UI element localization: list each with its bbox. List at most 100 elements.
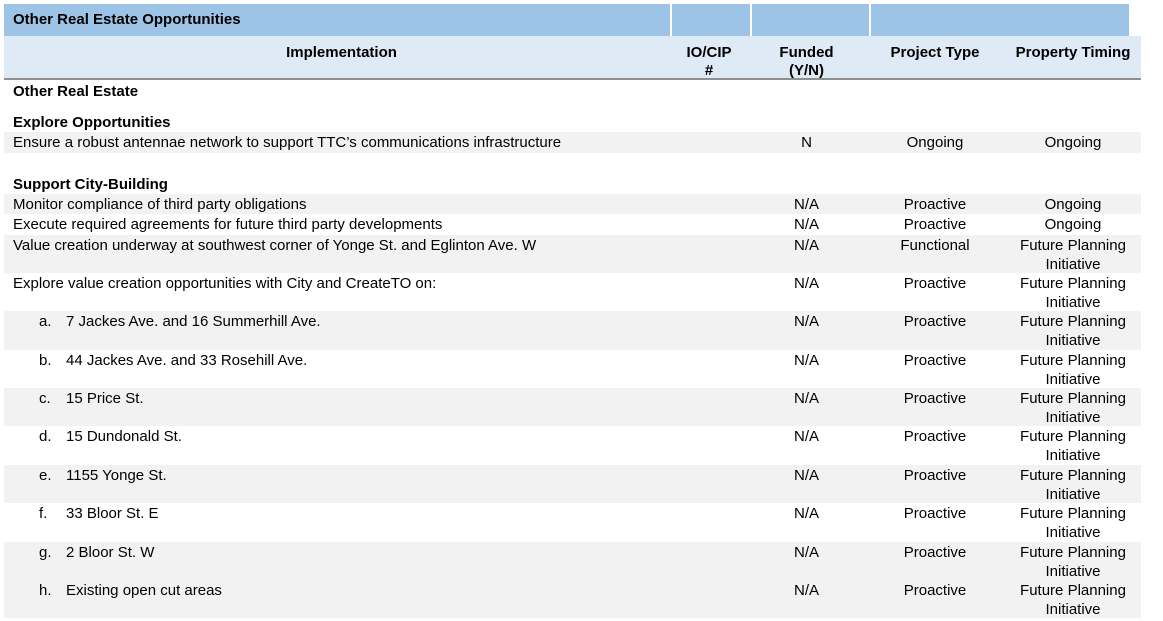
real-estate-table: Other Real Estate Opportunities Implemen… [4,4,1141,619]
funded-cell: N/A [793,216,819,233]
implementation-text: 15 Price St. [66,390,144,408]
column-header-row: Implementation IO/CIP # Funded (Y/N) Pro… [4,36,1141,80]
table-body: Other Real Estate Explore Opportunities En… [4,80,1141,619]
project-type-cell: Proactive [903,428,967,446]
section-title: Explore Opportunities [13,114,171,131]
implementation-text: 44 Jackes Ave. and 33 Rosehill Ave. [66,351,308,369]
timing-cell: Ongoing [1044,216,1102,233]
table-row: Explore value creation opportunities wit… [4,273,1141,311]
project-type-cell: Proactive [903,313,967,331]
table-row: g. 2 Bloor St. W N/A Proactive Future Planni… [4,541,1141,581]
implementation-cell: Ensure a robust antennae network to supp… [4,133,670,152]
project-type-cell: Proactive [903,216,967,233]
section-title-cell: Explore Opportunities [4,113,670,132]
section-header-row: Support City-Building [4,173,1141,194]
item-letter: g. [39,543,52,561]
table-row: f. 33 Bloor St. E N/A Proactive Future Plann… [4,503,1141,541]
implementation-text: Execute required agreements for future t… [13,216,443,233]
project-type-cell: Proactive [903,390,967,408]
funded-cell: N/A [793,543,819,561]
implementation-text: 33 Bloor St. E [66,505,159,523]
item-letter: a. [39,313,52,331]
implementation-cell: h. Existing open cut areas [4,581,670,600]
table-row: h. Existing open cut areas N/A Proactive Fut… [4,580,1141,619]
section-header-row: Explore Opportunities [4,111,1141,132]
project-type-column-header: Project Type [890,44,980,61]
funded-header-line1: Funded [779,44,834,61]
table-row: b. 44 Jackes Ave. and 33 Rosehill Ave. N/A… [4,350,1141,388]
funded-cell: N/A [793,466,819,484]
table-row: e. 1155 Yonge St. N/A Proactive Future Plann… [4,464,1141,504]
io-cip-header-line2: # [704,62,714,79]
implementation-text: Existing open cut areas [66,582,222,600]
item-letter: e. [39,466,52,484]
io-cip-column-header: IO/CIP # [670,36,748,79]
implementation-text: Ensure a robust antennae network to supp… [13,134,562,151]
timing-cell: Ongoing [1044,195,1102,213]
property-timing-column-header: Property Timing [1015,44,1131,61]
timing-cell: Future Planning Initiative [1020,351,1126,388]
implementation-column-header: Implementation [286,44,397,61]
item-letter: d. [39,428,52,446]
implementation-cell: f. 33 Bloor St. E [4,504,670,523]
implementation-cell: Value creation underway at southwest cor… [4,236,670,255]
spacer-row [4,153,1141,173]
item-letter: c. [39,390,51,408]
implementation-cell: Execute required agreements for future t… [4,215,670,234]
timing-cell: Future Planning Initiative [1020,274,1126,311]
section-title: Support City-Building [13,175,168,193]
implementation-cell: Monitor compliance of third party obliga… [4,195,670,214]
implementation-cell: a. 7 Jackes Ave. and 16 Summerhill Ave. [4,312,670,331]
spacer-row [4,101,1141,111]
implementation-cell: d. 15 Dundonald St. [4,427,670,446]
timing-cell: Future Planning Initiative [1020,390,1126,427]
project-type-cell: Proactive [903,351,967,369]
implementation-text: 1155 Yonge St. [66,466,167,484]
section-title: Other Real Estate [13,83,139,100]
timing-cell: Future Planning Initiative [1020,543,1126,580]
project-type-cell: Functional [900,236,970,254]
timing-cell: Future Planning Initiative [1020,582,1126,619]
implementation-cell: Explore value creation opportunities wit… [4,274,670,293]
table-row: a. 7 Jackes Ave. and 16 Summerhill Ave. N/… [4,311,1141,350]
timing-cell: Future Planning Initiative [1020,466,1126,503]
funded-cell: N [801,134,812,151]
project-type-cell: Proactive [903,505,967,523]
section-title-cell: Other Real Estate [4,82,670,101]
io-cip-header-line1: IO/CIP [686,44,732,61]
project-type-cell: Ongoing [906,134,964,151]
table-row: d. 15 Dundonald St. N/A Proactive Future Pla… [4,426,1141,464]
funded-cell: N/A [793,274,819,292]
funded-cell: N/A [793,505,819,523]
implementation-text: 15 Dundonald St. [66,428,182,446]
implementation-cell: c. 15 Price St. [4,389,670,408]
item-letter: f. [39,505,48,523]
funded-cell: N/A [793,313,819,331]
table-row: Value creation underway at southwest cor… [4,234,1141,273]
funded-cell: N/A [793,390,819,408]
project-type-cell: Proactive [903,466,967,484]
table-row: Monitor compliance of third party obliga… [4,193,1141,214]
timing-cell: Future Planning Initiative [1020,236,1126,273]
funded-cell: N/A [793,428,819,446]
funded-header-line2: (Y/N) [789,62,824,79]
item-letter: h. [39,582,52,600]
project-type-cell: Proactive [903,195,967,213]
implementation-cell: b. 44 Jackes Ave. and 33 Rosehill Ave. [4,351,670,370]
table-row: c. 15 Price St. N/A Proactive Future Plannin… [4,388,1141,427]
table-row: Ensure a robust antennae network to supp… [4,132,1141,153]
title-row-blank-cell [752,4,869,36]
funded-cell: N/A [793,351,819,369]
implementation-text: Monitor compliance of third party obliga… [13,195,307,213]
implementation-text: Value creation underway at southwest cor… [13,236,537,254]
section-header-row: Other Real Estate [4,80,1141,101]
timing-cell: Future Planning Initiative [1020,505,1126,542]
table-title: Other Real Estate Opportunities [13,11,241,28]
implementation-cell: e. 1155 Yonge St. [4,466,670,485]
implementation-text: 2 Bloor St. W [66,543,155,561]
section-title-cell: Support City-Building [4,175,670,194]
timing-cell: Future Planning Initiative [1020,428,1126,465]
item-letter: b. [39,351,52,369]
funded-cell: N/A [793,236,819,254]
